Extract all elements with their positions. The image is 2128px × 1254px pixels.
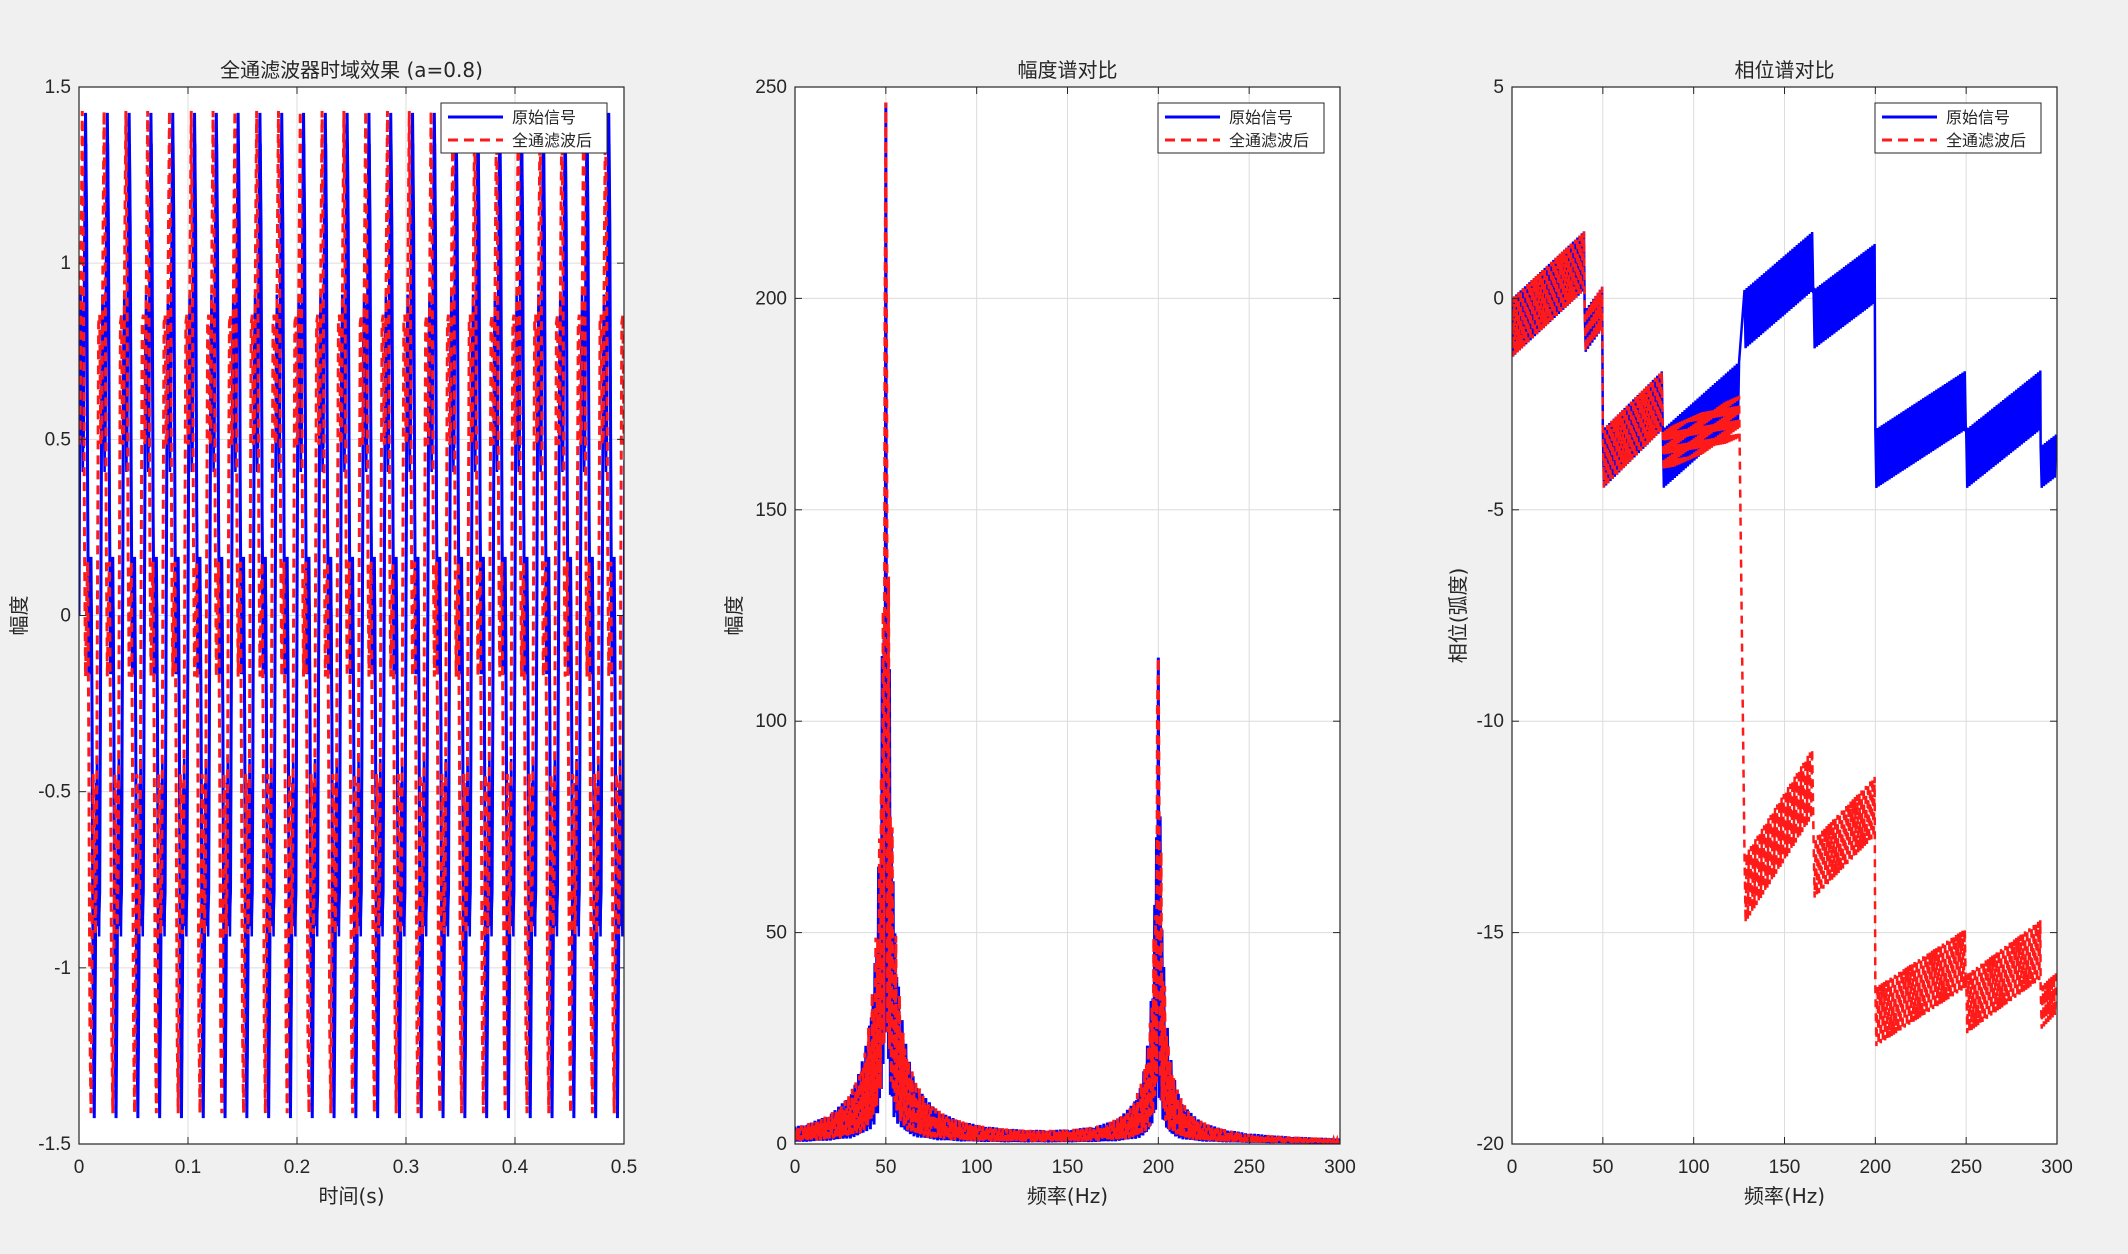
x-tick-label: 100 — [1678, 1157, 1710, 1178]
x-tick-label: 150 — [1769, 1157, 1801, 1178]
tick-marks — [78, 86, 625, 1145]
y-axis-label: 相位(弧度) — [1446, 568, 1470, 664]
chart-title: 幅度谱对比 — [1018, 58, 1118, 82]
legend-box — [1874, 102, 2042, 154]
y-tick-label: -5 — [1487, 500, 1504, 521]
y-tick-label: 5 — [1493, 77, 1504, 98]
x-tick-label: 0.5 — [611, 1157, 637, 1178]
y-tick-label: 250 — [755, 77, 787, 98]
y-tick-label: 150 — [755, 500, 787, 521]
y-tick-label: -20 — [1477, 1134, 1504, 1155]
y-tick-label: -15 — [1477, 923, 1504, 944]
x-tick-label: 0.2 — [284, 1157, 310, 1178]
legend-label-filtered: 全通滤波后 — [512, 131, 592, 150]
y-tick-label: 0 — [60, 606, 71, 627]
subplot-magnitude-spectrum: 幅度谱对比 频率(Hz) 幅度 原始信号 全通滤波后 — [722, 58, 1341, 1208]
y-tick-label: 50 — [766, 923, 787, 944]
x-axis-label: 时间(s) — [318, 1184, 384, 1208]
y-tick-label: 100 — [755, 711, 787, 732]
x-tick-label: 0 — [74, 1157, 85, 1178]
x-tick-label: 200 — [1142, 1157, 1174, 1178]
legend-label-filtered: 全通滤波后 — [1946, 131, 2026, 150]
legend-box — [1157, 102, 1325, 154]
x-tick-label: 100 — [961, 1157, 993, 1178]
x-tick-label: 300 — [1324, 1157, 1356, 1178]
chart-title: 相位谱对比 — [1735, 58, 1835, 82]
series-original-line-dense — [79, 143, 624, 1088]
y-tick-label: 200 — [755, 288, 787, 309]
x-tick-label: 200 — [1859, 1157, 1891, 1178]
tick-marks — [794, 86, 1341, 1145]
x-tick-label: 300 — [2041, 1157, 2073, 1178]
x-tick-label: 0.3 — [393, 1157, 419, 1178]
x-tick-label: 150 — [1052, 1157, 1084, 1178]
series-filtered-line — [79, 110, 624, 1114]
plot-lines — [79, 110, 624, 1119]
chart-title: 全通滤波器时域效果 (a=0.8) — [220, 58, 483, 82]
y-tick-label: 0.5 — [45, 429, 71, 450]
y-axis-label: 幅度 — [7, 596, 31, 636]
y-tick-label: -1 — [54, 958, 71, 979]
y-tick-label: 0 — [776, 1134, 787, 1155]
x-tick-label: 0.4 — [502, 1157, 529, 1178]
legend: 原始信号 全通滤波后 — [1874, 102, 2042, 154]
y-tick-label: 1.5 — [45, 77, 71, 98]
x-tick-label: 0.1 — [175, 1157, 201, 1178]
legend-label-original: 原始信号 — [1946, 108, 2010, 127]
y-tick-label: -0.5 — [38, 782, 71, 803]
legend: 原始信号 全通滤波后 — [1157, 102, 1325, 154]
legend-label-filtered: 全通滤波后 — [1229, 131, 1309, 150]
x-axis-label: 频率(Hz) — [1744, 1184, 1825, 1208]
tick-marks — [1511, 86, 2058, 1145]
legend-label-original: 原始信号 — [1229, 108, 1293, 127]
y-tick-label: -1.5 — [38, 1134, 71, 1155]
y-axis-label: 幅度 — [722, 596, 746, 636]
x-tick-label: 0 — [790, 1157, 801, 1178]
legend-label-original: 原始信号 — [512, 108, 576, 127]
x-tick-label: 0 — [1507, 1157, 1518, 1178]
x-axis-label: 频率(Hz) — [1027, 1184, 1108, 1208]
y-tick-label: 0 — [1493, 288, 1504, 309]
subplot-phase-spectrum: 相位谱对比 频率(Hz) 相位(弧度) 原始信号 全通滤波后 — [1446, 58, 2058, 1208]
series-filtered-line — [1512, 231, 2057, 1047]
legend-box — [440, 102, 608, 154]
x-tick-label: 250 — [1950, 1157, 1982, 1178]
plot-lines — [1512, 231, 2057, 1047]
x-tick-label: 50 — [875, 1157, 896, 1178]
y-tick-label: 1 — [60, 253, 71, 274]
legend: 原始信号 全通滤波后 — [440, 102, 608, 154]
x-tick-label: 250 — [1233, 1157, 1265, 1178]
x-tick-label: 50 — [1592, 1157, 1613, 1178]
y-tick-label: -10 — [1477, 711, 1504, 732]
subplot-time-domain: 全通滤波器时域效果 (a=0.8) 时间(s) 幅度 原始信号 全通滤波后 — [7, 58, 625, 1208]
